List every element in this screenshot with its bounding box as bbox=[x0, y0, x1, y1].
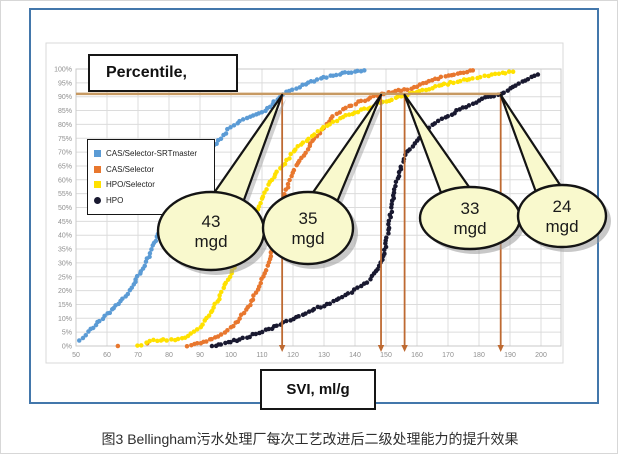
y-tick-label: 90% bbox=[58, 94, 72, 101]
callout-bubble bbox=[418, 185, 522, 251]
y-tick-label: 95% bbox=[58, 80, 72, 87]
callout-unit: mgd bbox=[545, 217, 578, 236]
callout-value: 24 bbox=[553, 197, 572, 216]
legend-item: HPO bbox=[94, 196, 208, 205]
y-tick-label: 100% bbox=[54, 67, 72, 74]
legend-label: HPO bbox=[106, 195, 124, 205]
x-tick-label: 100 bbox=[225, 352, 237, 359]
legend-label: HPO/Selector bbox=[106, 180, 155, 190]
legend-swatch-icon bbox=[94, 150, 101, 158]
legend-swatch-icon bbox=[94, 196, 101, 204]
axis-tick-labels: 50 60 70 80 90 100 110 120 130 140 150 160 170 180 190… bbox=[54, 67, 547, 360]
x-tick-label: 200 bbox=[535, 352, 547, 359]
x-tick-label: 70 bbox=[134, 352, 142, 359]
y-tick-label: 65% bbox=[58, 163, 72, 170]
y-tick-label: 5% bbox=[62, 330, 72, 337]
callout-funnel bbox=[403, 93, 471, 194]
x-tick-label: 90 bbox=[196, 352, 204, 359]
callout-value: 33 bbox=[461, 199, 480, 218]
callout-unit: mgd bbox=[453, 219, 486, 238]
percentile-label: Percentile, bbox=[106, 64, 187, 81]
x-tick-label: 190 bbox=[504, 352, 516, 359]
callout-funnel bbox=[213, 93, 284, 202]
legend-label: CAS/Selector bbox=[106, 164, 155, 174]
drop-line-arrowhead bbox=[278, 345, 286, 352]
callout-bubble bbox=[156, 190, 266, 272]
y-tick-label: 70% bbox=[58, 150, 72, 157]
x-tick-label: 160 bbox=[411, 352, 423, 359]
legend-item: HPO/Selector bbox=[94, 180, 208, 189]
x-tick-label: 80 bbox=[165, 352, 173, 359]
y-tick-label: 15% bbox=[58, 302, 72, 309]
y-tick-label: 60% bbox=[58, 177, 72, 184]
percentile-label-box: Percentile, bbox=[88, 54, 238, 92]
x-axis-label: SVI, ml/g bbox=[286, 381, 350, 398]
x-tick-label: 120 bbox=[287, 352, 299, 359]
drop-line-arrowhead bbox=[377, 345, 385, 352]
legend-item: CAS/Selector bbox=[94, 165, 208, 174]
y-tick-label: 10% bbox=[58, 316, 72, 323]
x-tick-label: 180 bbox=[473, 352, 485, 359]
drop-line-arrowhead bbox=[401, 345, 408, 352]
x-axis-label-box: SVI, ml/g bbox=[260, 369, 376, 410]
y-tick-label: 45% bbox=[58, 219, 72, 226]
y-tick-label: 80% bbox=[58, 122, 72, 129]
legend-swatch-icon bbox=[94, 165, 101, 173]
x-tick-label: 150 bbox=[380, 352, 392, 359]
callout-bubble bbox=[261, 190, 355, 266]
callout-unit: mgd bbox=[291, 229, 324, 248]
callout-bubble bbox=[516, 183, 608, 249]
callout-funnel bbox=[499, 93, 562, 193]
x-tick-label: 60 bbox=[103, 352, 111, 359]
y-tick-label: 35% bbox=[58, 247, 72, 254]
y-tick-label: 30% bbox=[58, 260, 72, 267]
y-tick-label: 55% bbox=[58, 191, 72, 198]
drop-line-arrowhead bbox=[497, 345, 504, 352]
y-tick-label: 50% bbox=[58, 205, 72, 212]
x-tick-label: 130 bbox=[318, 352, 330, 359]
legend-item: CAS/Selector-SRTmaster bbox=[94, 149, 208, 158]
callout-unit: mgd bbox=[194, 232, 227, 251]
y-tick-label: 25% bbox=[58, 274, 72, 281]
callout-value: 35 bbox=[299, 209, 318, 228]
legend-swatch-icon bbox=[94, 181, 101, 189]
y-tick-label: 75% bbox=[58, 136, 72, 143]
x-tick-label: 50 bbox=[72, 352, 80, 359]
y-tick-label: 20% bbox=[58, 288, 72, 295]
y-tick-label: 0% bbox=[62, 344, 72, 351]
y-tick-label: 40% bbox=[58, 233, 72, 240]
legend-label: CAS/Selector-SRTmaster bbox=[106, 149, 197, 159]
x-tick-label: 110 bbox=[256, 352, 267, 359]
y-tick-label: 85% bbox=[58, 108, 72, 115]
x-tick-label: 170 bbox=[442, 352, 454, 359]
figure-caption: 图3 Bellingham污水处理厂每次工艺改进后二级处理能力的提升效果 bbox=[101, 431, 519, 447]
callout-value: 43 bbox=[202, 212, 221, 231]
x-tick-label: 140 bbox=[349, 352, 361, 359]
